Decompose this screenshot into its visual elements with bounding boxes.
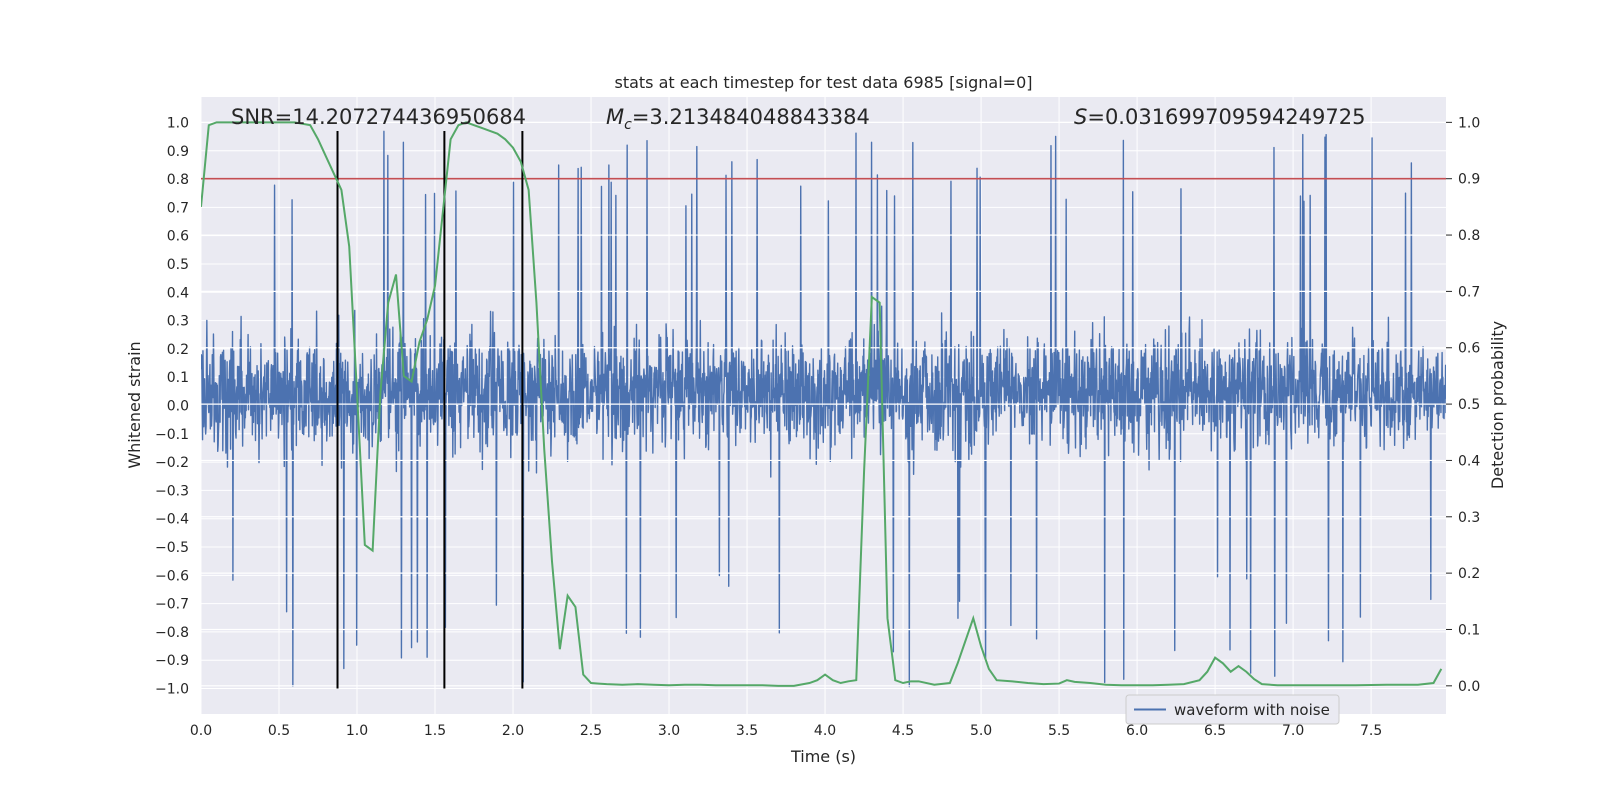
x-tick-label: 7.5 xyxy=(1360,723,1382,739)
y-tick-label: 0.1 xyxy=(167,370,189,386)
y-tick-label: 0.6 xyxy=(167,229,189,245)
s-value: =0.031699709594249725 xyxy=(1087,105,1365,129)
x-tick-label: 6.0 xyxy=(1126,723,1148,739)
y-right-axis-label: Detection probability xyxy=(1488,321,1507,489)
x-tick-label: 0.5 xyxy=(268,723,290,739)
y-tick-label: −0.4 xyxy=(155,512,189,528)
chirp-mass-subscript: c xyxy=(624,117,632,133)
grid-overlay xyxy=(201,121,1446,687)
x-tick-label: 3.5 xyxy=(736,723,758,739)
y-right-tick-label: 0.7 xyxy=(1458,284,1480,300)
detection-probability-line xyxy=(201,121,1443,687)
x-tick-label: 1.0 xyxy=(346,723,368,739)
legend: waveform with noise xyxy=(1125,694,1340,725)
y-axis-ticks: 1.0 0.9 0.8 0.7 0.6 0.5 0.4 0.3 0.2 0.1 0.0 −0.1 −0.… xyxy=(155,115,189,697)
x-tick-label: 4.5 xyxy=(892,723,914,739)
x-tick-label: 2.0 xyxy=(502,723,524,739)
y-right-tick-label: 0.6 xyxy=(1458,341,1480,357)
chirp-mass-value: =3.213484048843384 xyxy=(632,105,870,129)
x-axis-ticks: 0.0 0.5 1.0 1.5 2.0 2.5 3.0 3.5 4.0 4.5 5.0 5.5 6.0 6… xyxy=(190,723,1382,739)
x-tick-label: 6.5 xyxy=(1204,723,1226,739)
y-right-tick-label: 1.0 xyxy=(1458,115,1480,131)
y-tick-label: 0.8 xyxy=(167,172,189,188)
y-tick-label: 0.9 xyxy=(167,144,189,160)
x-tick-label: 3.0 xyxy=(658,723,680,739)
y-tick-label: 0.3 xyxy=(167,314,189,330)
y-right-tick-label: 0.3 xyxy=(1458,510,1480,526)
y-tick-label: 0.0 xyxy=(167,399,189,415)
x-tick-label: 0.0 xyxy=(190,723,212,739)
s-symbol: S xyxy=(1074,105,1087,129)
y-tick-label: 0.5 xyxy=(167,257,189,273)
y-right-tick-label: 0.2 xyxy=(1458,566,1480,582)
marker-lines xyxy=(336,130,524,689)
x-tick-label: 4.0 xyxy=(814,723,836,739)
x-axis-label: Time (s) xyxy=(790,747,856,766)
y-right-tick-label: 0.0 xyxy=(1458,679,1480,695)
x-tick-label: 2.5 xyxy=(580,723,602,739)
snr-annotation: SNR=14.207274436950684 xyxy=(231,105,526,129)
y-tick-label: −0.8 xyxy=(155,625,189,641)
y-tick-label: 1.0 xyxy=(167,115,189,131)
y-tick-label: 0.7 xyxy=(167,200,189,216)
s-annotation: S=0.031699709594249725 xyxy=(1074,105,1365,129)
x-tick-label: 5.0 xyxy=(970,723,992,739)
chart-title: stats at each timestep for test data 698… xyxy=(614,73,1032,92)
legend-box xyxy=(1125,694,1340,725)
y-tick-label: −0.5 xyxy=(155,540,189,556)
y-right-tick-label: 0.8 xyxy=(1458,228,1480,244)
y-axis-label: Whitened strain xyxy=(125,341,144,468)
legend-label: waveform with noise xyxy=(1174,701,1330,719)
x-tick-label: 7.0 xyxy=(1282,723,1304,739)
y-right-tick-label: 0.5 xyxy=(1458,397,1480,413)
waveform-line xyxy=(201,130,1446,688)
x-tick-label: 1.5 xyxy=(424,723,446,739)
y-right-axis-ticks: 1.0 0.9 0.8 0.7 0.6 0.5 0.4 0.3 0.2 0.1 0.0 xyxy=(1446,115,1480,695)
chirp-mass-annotation: Mc=3.213484048843384 xyxy=(606,105,870,133)
y-tick-label: −0.7 xyxy=(155,597,189,613)
chirp-mass-symbol: M xyxy=(606,105,624,129)
y-tick-label: 0.4 xyxy=(167,285,189,301)
x-tick-label: 5.5 xyxy=(1048,723,1070,739)
y-tick-label: −0.9 xyxy=(155,653,189,669)
y-right-tick-label: 0.1 xyxy=(1458,622,1480,638)
y-tick-label: −0.3 xyxy=(155,483,189,499)
y-tick-label: −0.2 xyxy=(155,455,189,471)
y-tick-label: −1.0 xyxy=(155,682,189,698)
y-right-tick-label: 0.4 xyxy=(1458,453,1480,469)
y-right-tick-label: 0.9 xyxy=(1458,172,1480,188)
y-tick-label: −0.6 xyxy=(155,568,189,584)
y-tick-label: 0.2 xyxy=(167,342,189,358)
y-tick-label: −0.1 xyxy=(155,427,189,443)
